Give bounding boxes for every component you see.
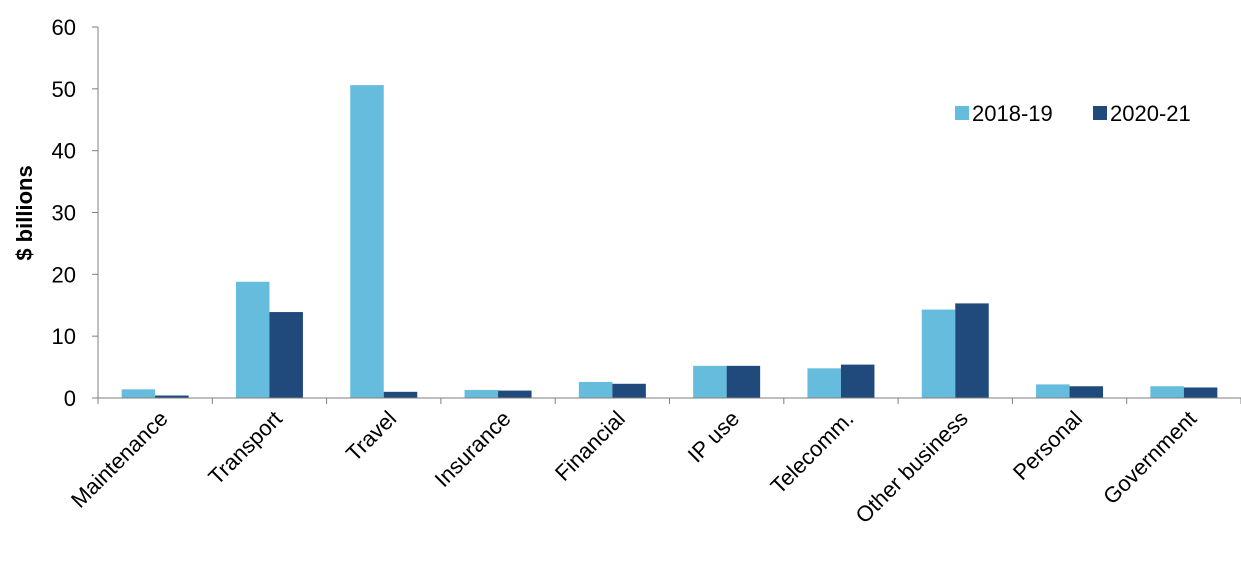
legend: 2018-19 2020-21 — [955, 101, 1191, 126]
x-category-label: Financial — [550, 406, 630, 486]
y-axis-title: $ billions — [12, 165, 37, 260]
bar-2020-21-Travel — [383, 391, 418, 398]
y-tick-label: 50 — [52, 77, 76, 102]
legend-swatch-2020-21 — [1093, 106, 1107, 120]
y-tick-label: 40 — [52, 139, 76, 164]
bar-2018-19-Financial — [578, 381, 613, 398]
x-category-label: Other business — [850, 406, 972, 528]
bar-2020-21-Personal — [1069, 386, 1104, 398]
bar-2018-19-Insurance — [464, 389, 499, 398]
bar-2018-19-Maintenance — [121, 389, 156, 398]
bars-group — [121, 85, 1218, 398]
bar-2020-21-IP use — [726, 365, 761, 398]
y-axis: 0 10 20 30 40 50 60 — [52, 15, 99, 411]
bar-2018-19-Travel — [350, 85, 384, 398]
y-tick-label: 60 — [52, 15, 76, 40]
y-tick-label: 30 — [52, 201, 76, 226]
bar-2020-21-Other business — [955, 303, 989, 398]
x-category-label: Insurance — [430, 406, 516, 492]
legend-label-2020-21: 2020-21 — [1110, 101, 1191, 126]
x-category-label: Transport — [203, 406, 287, 490]
y-tick-label: 10 — [52, 324, 76, 349]
bar-2018-19-Personal — [1036, 384, 1070, 398]
x-category-label: Maintenance — [66, 406, 173, 513]
bar-2018-19-IP use — [693, 365, 727, 398]
x-category-label: Telecomm. — [766, 406, 859, 499]
legend-swatch-2018-19 — [955, 106, 969, 120]
bar-2018-19-Transport — [235, 281, 270, 398]
x-category-label: Travel — [341, 406, 401, 466]
bar-2018-19-Other business — [921, 309, 956, 398]
y-tick-label: 20 — [52, 262, 76, 287]
y-tick-label: 0 — [64, 386, 76, 411]
bar-2018-19-Telecomm. — [807, 368, 841, 398]
legend-label-2018-19: 2018-19 — [972, 101, 1053, 126]
x-category-label: IP use — [683, 406, 745, 468]
bar-2020-21-Insurance — [498, 390, 532, 398]
bar-2018-19-Government — [1150, 386, 1184, 398]
x-axis: Maintenance Transport Travel Insurance Finan… — [66, 397, 1241, 528]
bar-2020-21-Maintenance — [155, 395, 189, 398]
bar-2020-21-Transport — [269, 312, 303, 398]
bar-2020-21-Telecomm. — [840, 364, 875, 398]
bar-2020-21-Government — [1183, 387, 1218, 398]
bar-2020-21-Financial — [612, 383, 646, 398]
x-category-label: Personal — [1008, 406, 1087, 485]
x-category-label: Government — [1098, 406, 1201, 509]
